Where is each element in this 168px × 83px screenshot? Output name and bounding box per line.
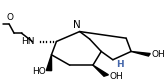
Polygon shape	[131, 51, 150, 56]
Text: N: N	[73, 20, 80, 30]
Polygon shape	[93, 65, 109, 76]
Text: O: O	[6, 13, 13, 22]
Text: HO: HO	[32, 67, 46, 76]
Text: HN: HN	[21, 37, 35, 46]
Polygon shape	[46, 55, 52, 71]
Text: H: H	[116, 60, 123, 69]
Text: OH: OH	[110, 72, 123, 81]
Text: OH: OH	[151, 50, 165, 59]
